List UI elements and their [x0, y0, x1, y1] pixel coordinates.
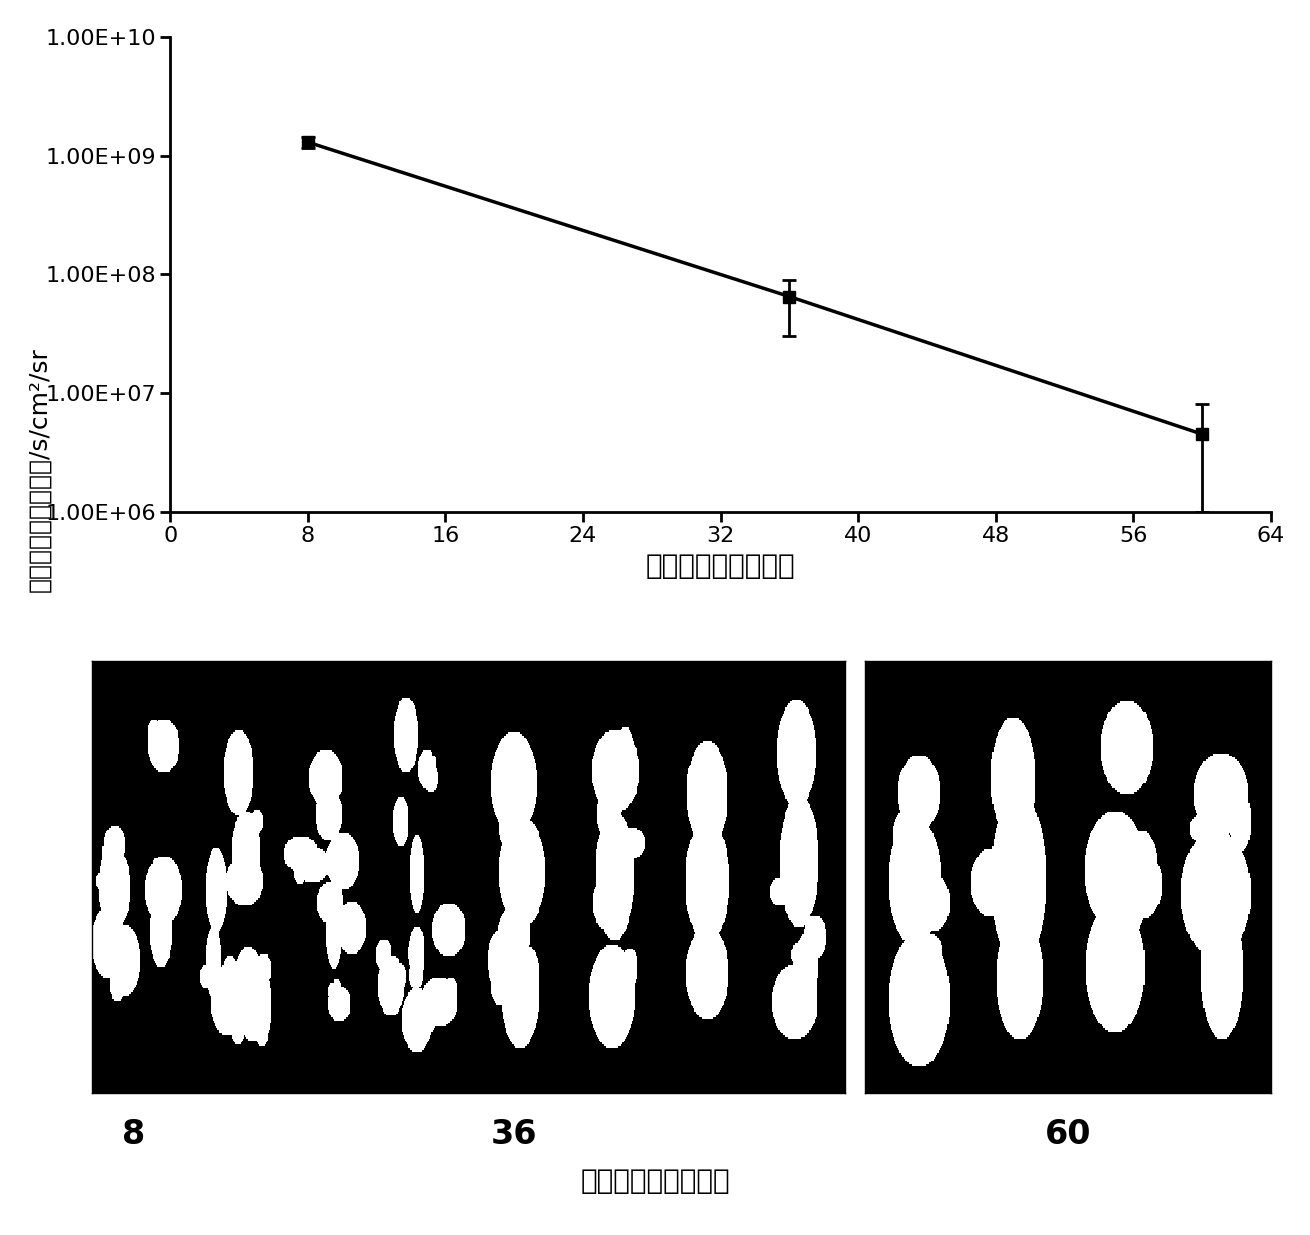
Text: 60: 60 — [1044, 1118, 1091, 1151]
X-axis label: 注射后时间（小时）: 注射后时间（小时） — [646, 552, 795, 579]
Text: 8: 8 — [122, 1118, 145, 1151]
Text: 注射后时间（小时）: 注射后时间（小时） — [580, 1167, 730, 1195]
Text: 36: 36 — [490, 1118, 537, 1151]
Text: 萤火虫荧光素酶活性/s/cm²/sr: 萤火虫荧光素酶活性/s/cm²/sr — [28, 347, 51, 592]
